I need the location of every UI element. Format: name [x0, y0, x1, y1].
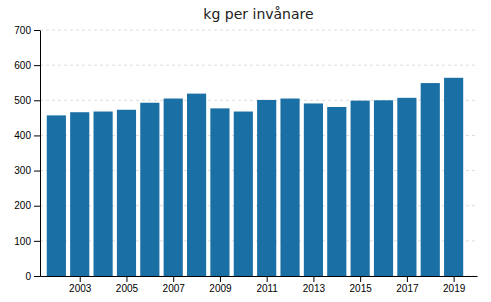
x-tick-mark: [220, 276, 221, 282]
y-tick-mark: [34, 135, 40, 136]
y-tick: 500: [14, 95, 40, 106]
bar: [280, 99, 299, 276]
y-tick-label: 600: [14, 60, 31, 71]
grid: [40, 30, 477, 276]
x-tick: 2017: [396, 276, 419, 294]
x-tick-mark: [454, 276, 455, 282]
x-tick-label: 2003: [69, 283, 92, 294]
x-tick-label: 2009: [209, 283, 232, 294]
y-tick-mark: [34, 241, 40, 242]
bar: [397, 98, 416, 276]
y-tick-mark: [34, 206, 40, 207]
x-axis-line: [41, 276, 478, 277]
grid-line: [40, 65, 477, 66]
y-tick-mark: [34, 30, 40, 31]
bar: [327, 107, 346, 276]
bar: [94, 112, 113, 276]
x-tick-mark: [360, 276, 361, 282]
bar: [257, 100, 276, 276]
x-tick-label: 2015: [350, 283, 373, 294]
y-tick-mark: [34, 65, 40, 66]
x-tick: 2009: [209, 276, 232, 294]
y-tick: 600: [14, 60, 40, 71]
x-tick: 2011: [256, 276, 278, 294]
y-tick: 200: [14, 200, 40, 211]
x-tick-mark: [313, 276, 314, 282]
bar: [351, 101, 370, 276]
bar: [47, 115, 66, 276]
grid-line: [40, 30, 477, 31]
chart: 2003 2005 2007 2009 2011 2013 2015 2017 2019 0 100…: [0, 0, 491, 302]
title: kg per invånare: [203, 6, 313, 22]
y-tick-label: 300: [14, 165, 31, 176]
x-axis: 2003 2005 2007 2009 2011 2013 2015 2017 2019: [41, 276, 478, 294]
y-tick: 100: [14, 236, 40, 247]
bar: [187, 94, 206, 276]
x-tick-label: 2007: [163, 283, 186, 294]
bar: [70, 112, 89, 276]
x-tick-label: 2005: [116, 283, 139, 294]
y-tick-label: 700: [14, 25, 31, 36]
x-tick: 2007: [163, 276, 186, 294]
x-tick-label: 2011: [256, 283, 278, 294]
y-tick-label: 100: [14, 236, 31, 247]
x-tick: 2013: [303, 276, 326, 294]
y-tick: 400: [14, 130, 40, 141]
y-tick-label: 400: [14, 130, 31, 141]
x-tick-mark: [407, 276, 408, 282]
y-tick: 0: [25, 271, 40, 282]
y-axis-line: [40, 31, 41, 277]
y-tick-mark: [34, 276, 40, 277]
x-tick: 2015: [350, 276, 373, 294]
x-tick-mark: [80, 276, 81, 282]
x-tick-label: 2017: [396, 283, 419, 294]
x-tick-mark: [267, 276, 268, 282]
bar: [210, 108, 229, 276]
x-tick: 2019: [443, 276, 466, 294]
y-tick-label: 0: [25, 271, 31, 282]
y-axis: 0 100 200 300 400 500 600 700: [14, 25, 40, 282]
bar: [421, 83, 440, 276]
bar: [304, 103, 323, 276]
x-tick-mark: [126, 276, 127, 282]
x-tick: 2005: [116, 276, 139, 294]
bar: [164, 99, 183, 276]
bars: [47, 78, 463, 276]
bar: [374, 100, 393, 276]
y-tick: 300: [14, 165, 40, 176]
bar: [117, 110, 136, 276]
bar: [444, 78, 463, 276]
y-tick-mark: [34, 100, 40, 101]
x-tick: 2003: [69, 276, 92, 294]
y-tick-mark: [34, 171, 40, 172]
plot: 2003 2005 2007 2009 2011 2013 2015 2017 2019 0 100…: [14, 25, 477, 294]
bar: [234, 112, 253, 276]
x-tick-label: 2019: [443, 283, 466, 294]
y-tick: 700: [14, 25, 40, 36]
x-tick-label: 2013: [303, 283, 326, 294]
y-tick-label: 200: [14, 200, 31, 211]
bar: [140, 103, 159, 276]
x-tick-mark: [173, 276, 174, 282]
y-tick-label: 500: [14, 95, 31, 106]
